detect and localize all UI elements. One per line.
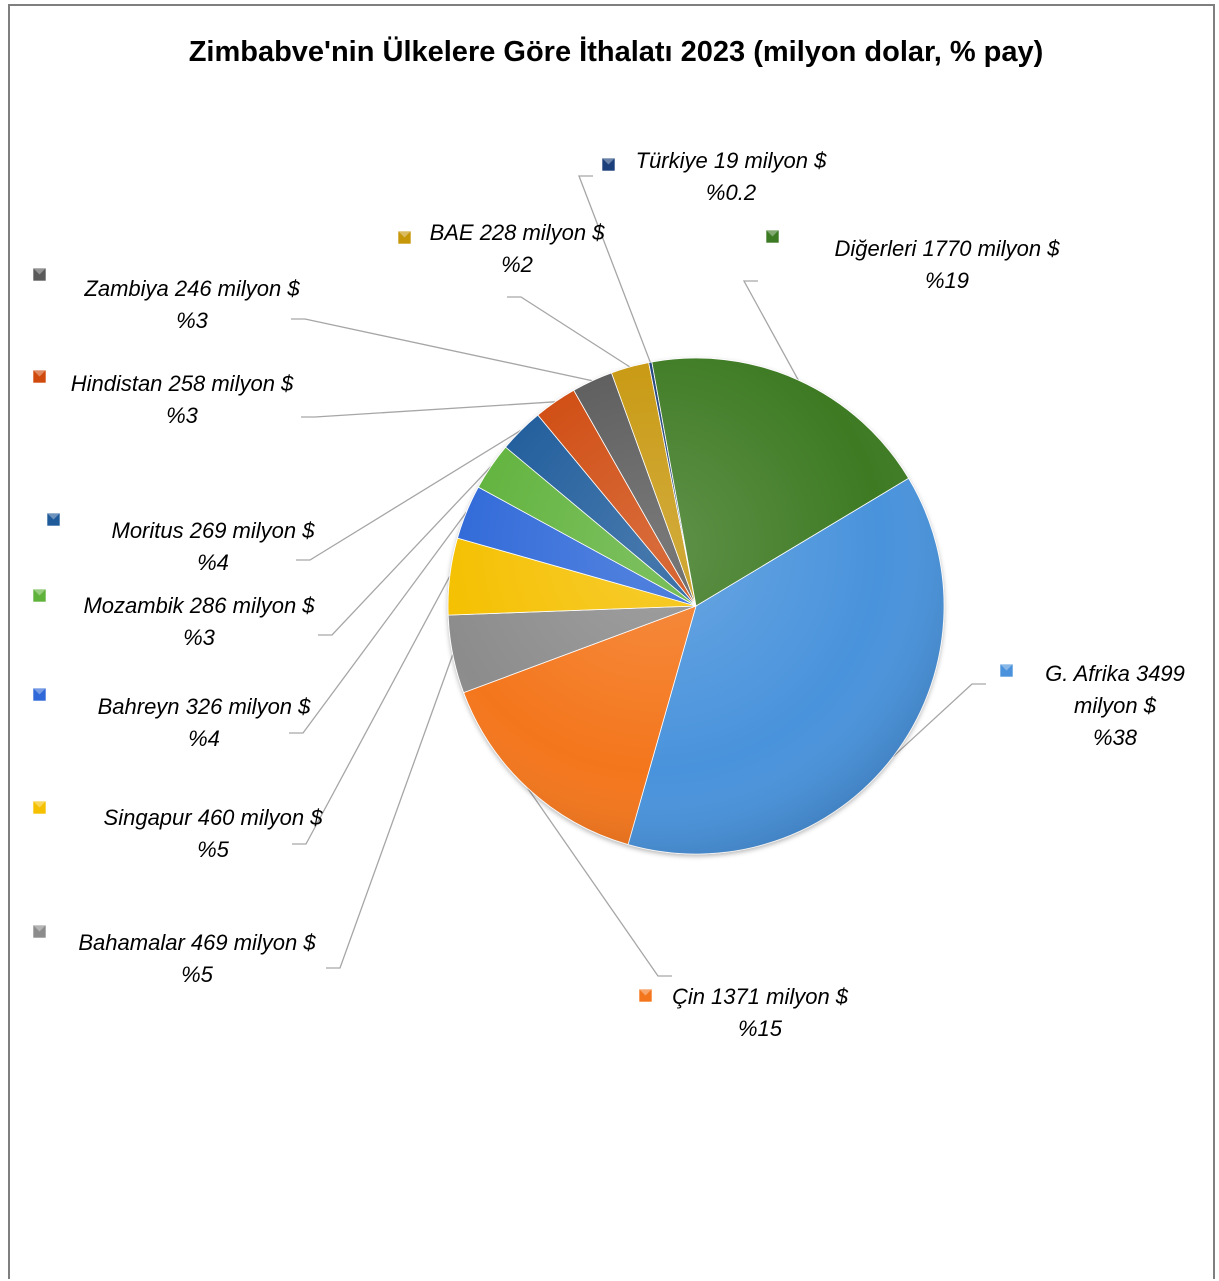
chart-title: Zimbabve'nin Ülkelere Göre İthalatı 2023…: [189, 35, 1044, 68]
label-marker-bahamalar: [32, 924, 47, 939]
leader-line-bahamalar: [326, 654, 454, 969]
label-marker-turkiye: [601, 157, 616, 172]
label-marker-digerleri: [765, 229, 780, 244]
data-label-line: Çin 1371 milyon $: [672, 984, 849, 1009]
leader-line-bae: [507, 296, 631, 368]
data-label-line: Bahamalar 469 milyon $: [78, 930, 316, 955]
data-label-line: G. Afrika 3499: [1045, 661, 1185, 686]
data-label-bahamalar: Bahamalar 469 milyon $ %5: [78, 930, 316, 987]
data-label-line: %5: [197, 837, 230, 862]
data-label-hindistan: Hindistan 258 milyon $ %3: [71, 371, 294, 428]
data-label-mozambik: Mozambik 286 milyon $ %3: [83, 593, 315, 650]
pie-chart: Zimbabve'nin Ülkelere Göre İthalatı 2023…: [32, 35, 1185, 1041]
leader-line-digerleri: [742, 280, 799, 381]
label-marker-bae: [397, 230, 412, 245]
data-label-line: BAE 228 milyon $: [430, 220, 606, 245]
data-label-line: %0.2: [706, 180, 756, 205]
data-label-singapur: Singapur 460 milyon $ %5: [104, 805, 324, 862]
data-label-bahreyn: Bahreyn 326 milyon $ %4: [98, 694, 312, 751]
data-label-line: Singapur 460 milyon $: [104, 805, 324, 830]
leader-line-hindistan: [301, 401, 556, 418]
label-marker-bahreyn: [32, 687, 47, 702]
data-label-line: %2: [501, 252, 533, 277]
leader-line-bahreyn: [289, 511, 468, 734]
data-label-line: %15: [738, 1016, 783, 1041]
data-label-line: %4: [197, 550, 229, 575]
data-label-line: Türkiye 19 milyon $: [636, 148, 828, 173]
label-marker-moritus: [46, 512, 61, 527]
leader-line-mozambik: [318, 465, 492, 636]
leader-line-zambiya: [291, 318, 593, 382]
data-label-cin: Çin 1371 milyon $ %15: [672, 984, 849, 1041]
data-label-line: Hindistan 258 milyon $: [71, 371, 294, 396]
data-label-line: Mozambik 286 milyon $: [83, 593, 315, 618]
data-label-line: milyon $: [1074, 693, 1157, 718]
label-marker-zambiya: [32, 267, 47, 282]
data-label-line: Diğerleri 1770 milyon $: [835, 236, 1061, 261]
data-label-line: Moritus 269 milyon $: [112, 518, 316, 543]
label-marker-g-afrika: [999, 663, 1014, 678]
data-label-line: %3: [166, 403, 199, 428]
data-label-turkiye: Türkiye 19 milyon $ %0.2: [636, 148, 828, 205]
data-labels: G. Afrika 3499 milyon $ %38 Çin 1371 milyon…: [32, 148, 1185, 1041]
data-label-line: %5: [181, 962, 214, 987]
data-label-line: %3: [183, 625, 216, 650]
label-marker-hindistan: [32, 369, 47, 384]
data-label-line: %38: [1093, 725, 1138, 750]
data-label-line: %4: [188, 726, 220, 751]
data-label-line: Zambiya 246 milyon $: [83, 276, 300, 301]
data-label-bae: BAE 228 milyon $ %2: [430, 220, 606, 277]
data-label-line: %19: [925, 268, 969, 293]
data-label-moritus: Moritus 269 milyon $ %4: [112, 518, 316, 575]
data-label-line: %3: [176, 308, 209, 333]
data-label-g-afrika: G. Afrika 3499 milyon $ %38: [1045, 661, 1185, 750]
chart-area: Zimbabve'nin Ülkelere Göre İthalatı 2023…: [8, 4, 1215, 1279]
data-label-digerleri: Diğerleri 1770 milyon $ %19: [835, 236, 1061, 293]
label-marker-singapur: [32, 800, 47, 815]
label-marker-cin: [638, 988, 653, 1003]
pie-slices: [447, 357, 945, 855]
data-label-line: Bahreyn 326 milyon $: [98, 694, 312, 719]
label-marker-mozambik: [32, 588, 47, 603]
data-label-zambiya: Zambiya 246 milyon $ %3: [83, 276, 300, 333]
leader-line-singapur: [292, 575, 451, 845]
leader-line-turkiye: [578, 175, 651, 363]
